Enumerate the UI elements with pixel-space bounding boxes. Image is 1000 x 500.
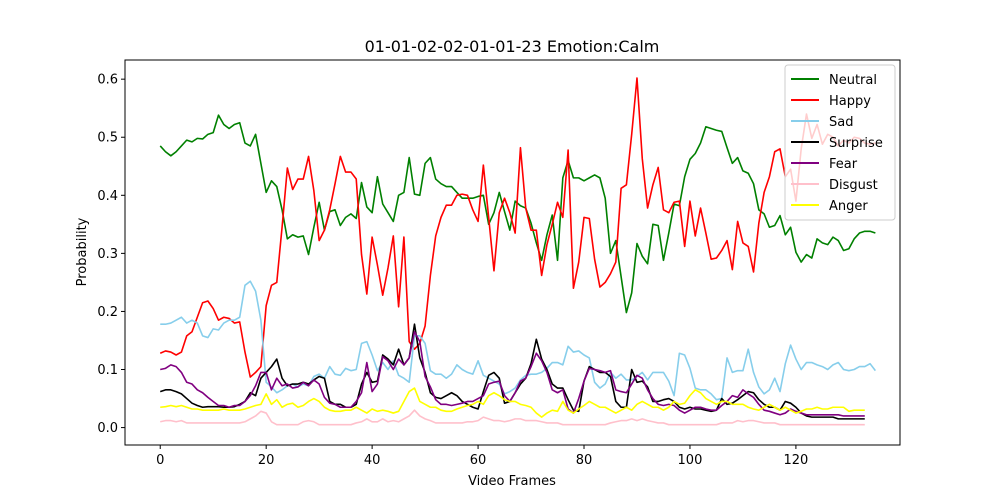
- series-line-fear: [160, 330, 865, 417]
- y-tick-label: 0.3: [97, 247, 118, 262]
- y-tick-label: 0.6: [97, 73, 118, 88]
- series-line-neutral: [159, 114, 876, 314]
- series-line-disgust: [160, 409, 865, 426]
- plot-area-frame: [124, 59, 901, 446]
- x-tick-label: 40: [364, 453, 381, 468]
- x-tick-label: 20: [258, 453, 275, 468]
- series-line-happy: [159, 77, 876, 378]
- series-line-sad: [160, 280, 877, 401]
- x-tick-label: 80: [576, 453, 593, 468]
- legend-box: [784, 64, 896, 221]
- legend-label-fear: Fear: [829, 157, 858, 172]
- legend-label-anger: Anger: [829, 199, 868, 214]
- x-tick-label: 100: [678, 453, 703, 468]
- x-tick-label: 120: [783, 453, 808, 468]
- legend: Neutral Happy Sad Surprise Fear Disgust Anger: [784, 64, 896, 221]
- legend-label-sad: Sad: [829, 115, 853, 130]
- plot-series-group: [159, 77, 877, 426]
- x-axis-label: Video Frames: [468, 474, 556, 489]
- y-tick-label: 0.2: [97, 305, 118, 320]
- y-tick-label: 0.4: [97, 189, 118, 204]
- legend-label-disgust: Disgust: [829, 178, 878, 193]
- legend-label-surprise: Surprise: [829, 136, 883, 151]
- x-axis-ticks: 0 20 40 60 80 100 120: [156, 445, 808, 468]
- y-tick-label: 0.0: [97, 421, 118, 436]
- legend-label-neutral: Neutral: [829, 73, 877, 88]
- legend-label-happy: Happy: [829, 94, 871, 109]
- chart-title: 01-01-02-02-01-01-23 Emotion:Calm: [365, 37, 660, 56]
- y-tick-label: 0.1: [97, 363, 118, 378]
- x-tick-label: 60: [470, 453, 487, 468]
- series-line-anger: [160, 387, 865, 418]
- y-axis-ticks: 0.0 0.1 0.2 0.3 0.4 0.5 0.6: [97, 73, 125, 436]
- y-axis-label: Probability: [75, 217, 90, 286]
- y-tick-label: 0.5: [97, 131, 118, 146]
- x-tick-label: 0: [156, 453, 164, 468]
